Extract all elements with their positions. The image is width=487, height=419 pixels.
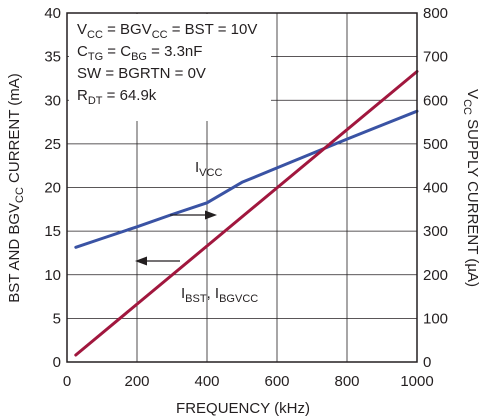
conditions-box	[69, 14, 271, 121]
condition-sw: SW = BGRTN = 0V	[77, 65, 206, 82]
y2-tick-labels: 0 100 200 300 400 500 600 700 800	[423, 5, 448, 371]
x-tick-label: 1000	[400, 373, 433, 390]
series-layer	[74, 70, 419, 357]
x-tick-label: 200	[124, 373, 149, 390]
y-tick-label: 25	[44, 136, 61, 153]
y2-tick-label: 0	[423, 354, 431, 371]
x-tick-label: 400	[194, 373, 219, 390]
series-label-ivcc: IVCC	[195, 159, 222, 179]
series-line-ivcc	[74, 109, 419, 249]
y-axis-title: BST AND BGVCC CURRENT (mA)	[6, 73, 26, 303]
y2-tick-label: 100	[423, 310, 448, 327]
y2-tick-label: 700	[423, 49, 448, 66]
plot-frame	[66, 12, 418, 363]
x-tick-label: 800	[334, 373, 359, 390]
y-tick-label: 40	[44, 5, 61, 22]
y2-tick-label: 300	[423, 223, 448, 240]
y2-tick-label: 800	[423, 5, 448, 22]
condition-vcc: VCC = BGVCC = BST = 10V	[77, 21, 257, 41]
x-tick-label: 600	[264, 373, 289, 390]
y-tick-label: 5	[53, 310, 61, 327]
y-tick-label: 0	[53, 354, 61, 371]
y2-tick-label: 600	[423, 92, 448, 109]
y-tick-label: 20	[44, 180, 61, 197]
y2-axis-title: VCC SUPPLY CURRENT (µA)	[461, 89, 481, 287]
y-tick-label: 10	[44, 267, 61, 284]
x-axis-title: FREQUENCY (kHz)	[176, 400, 310, 417]
series-label-ibst: IBST, IBGVCC	[181, 285, 258, 305]
condition-cap: CTG = CBG = 3.3nF	[77, 43, 202, 63]
series-line-ibst	[74, 70, 419, 357]
x-tick-labels: 0 200 400 600 800 1000	[63, 373, 434, 390]
y-tick-label: 15	[44, 223, 61, 240]
arrow-right-icon	[170, 210, 217, 220]
y2-tick-label: 400	[423, 180, 448, 197]
arrow-left-icon	[135, 256, 180, 266]
y-tick-label: 30	[44, 92, 61, 109]
condition-rdt: RDT = 64.9k	[77, 87, 157, 107]
y2-tick-label: 500	[423, 136, 448, 153]
x-tick-label: 0	[63, 373, 71, 390]
y2-tick-label: 200	[423, 267, 448, 284]
y-tick-labels: 0 5 10 15 20 25 30 35 40	[44, 5, 61, 371]
y-tick-label: 35	[44, 49, 61, 66]
